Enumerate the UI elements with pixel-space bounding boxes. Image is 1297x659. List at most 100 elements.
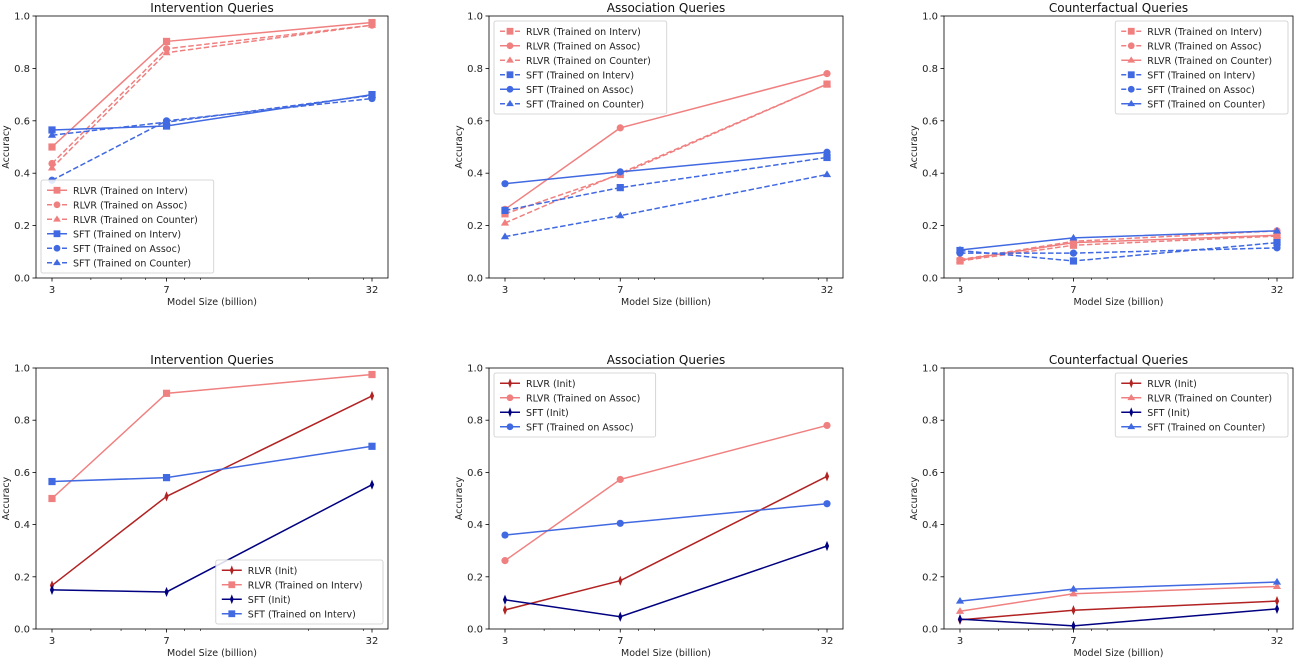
- axes-frame: [35, 367, 389, 630]
- data-point-square: [616, 184, 624, 192]
- subplot-1: Intervention Queries 0.0 0.2 0.4 0.6 0.8 1.0 3 7…: [1, 1, 389, 308]
- y-axis-label: Accuracy: [909, 476, 920, 520]
- y-tick-label: 0.2: [467, 221, 483, 232]
- data-point-circle: [1069, 249, 1078, 257]
- series-path: [959, 235, 1278, 262]
- legend-marker-square: [228, 581, 236, 589]
- x-tick-label: 7: [617, 285, 623, 296]
- y-tick-label: 0.8: [922, 64, 938, 75]
- series-path: [504, 151, 828, 185]
- axes-frame: [488, 367, 844, 630]
- legend-marker-diamond: [229, 594, 234, 605]
- legend-label: RLVR (Trained on Counter): [526, 56, 651, 67]
- data-point-triangle: [1272, 226, 1282, 234]
- legend-label: SFT (Trained on Assoc): [1147, 85, 1255, 96]
- legend-label: RLVR (Trained on Interv): [248, 580, 363, 591]
- data-point-square: [48, 143, 56, 151]
- data-point-square: [1069, 257, 1078, 265]
- data-point-circle: [823, 70, 831, 78]
- legend-marker-diamond: [1129, 378, 1134, 389]
- x-axis-label: Model Size (billion): [167, 297, 257, 308]
- data-point-diamond: [618, 611, 623, 622]
- y-tick-label: 0.4: [14, 169, 30, 180]
- legend-marker-triangle: [53, 215, 61, 222]
- x-axis-label: Model Size (billion): [1074, 648, 1164, 659]
- data-point-square: [1273, 239, 1281, 247]
- legend-entry: SFT (Trained on Counter): [47, 258, 191, 269]
- data-point-diamond: [824, 471, 830, 482]
- y-tick-label: 0.4: [467, 520, 483, 531]
- y-tick-label: 0.6: [14, 468, 30, 479]
- y-tick-label: 1.0: [922, 12, 938, 23]
- legend-label: SFT (Trained on Assoc): [526, 422, 634, 433]
- series-path: [51, 93, 373, 131]
- legend-entry: RLVR (Init): [1121, 378, 1197, 390]
- y-tick-label: 0.2: [922, 221, 938, 232]
- y-axis-label: Accuracy: [909, 125, 920, 169]
- x-tick-label: 32: [366, 285, 379, 296]
- y-tick-label: 0.6: [14, 116, 30, 127]
- legend-marker-square: [53, 230, 61, 238]
- legend-marker-diamond: [1129, 407, 1134, 418]
- data-point-triangle: [955, 596, 965, 604]
- legend-marker-square: [506, 27, 514, 35]
- legend-label: RLVR (Trained on Assoc): [526, 41, 640, 52]
- data-point-triangle: [1069, 233, 1078, 241]
- data-point-triangle: [1069, 589, 1078, 597]
- legend-label: SFT (Trained on Counter): [73, 258, 191, 269]
- data-point-circle: [616, 124, 624, 132]
- legend-marker-triangle: [1127, 393, 1136, 401]
- subplot-5: Association Queries 0.0 0.2 0.4 0.6 0.8 1.0 3 7 3…: [454, 353, 844, 659]
- y-tick-label: 0.8: [922, 416, 938, 427]
- series-line: [502, 471, 830, 616]
- y-tick-label: 1.0: [922, 364, 938, 375]
- x-tick-label: 32: [821, 285, 834, 296]
- data-point-triangle: [500, 218, 510, 226]
- axes-frame: [943, 15, 1294, 279]
- data-point-diamond: [1071, 605, 1076, 616]
- legend-entry: SFT (Trained on Interv): [500, 70, 634, 81]
- series-line: [955, 582, 1282, 614]
- y-tick-label: 0.2: [922, 572, 938, 583]
- legend-box: [40, 179, 215, 274]
- y-tick-label: 0.0: [467, 625, 483, 636]
- y-tick-label: 0.0: [467, 274, 483, 285]
- data-point-diamond: [618, 575, 623, 586]
- series-path: [959, 608, 1278, 627]
- series-line: [957, 603, 1280, 631]
- data-point-circle: [823, 421, 831, 430]
- x-tick-label: 7: [1070, 636, 1076, 647]
- series-path: [504, 173, 828, 238]
- legend-box: [215, 559, 384, 625]
- data-point-diamond: [164, 586, 169, 598]
- y-tick-label: 0.0: [922, 625, 938, 636]
- y-tick-label: 1.0: [14, 12, 30, 23]
- y-tick-label: 0.4: [922, 169, 938, 180]
- legend-marker-triangle: [53, 258, 61, 266]
- data-point-circle: [501, 557, 509, 565]
- series-line: [48, 21, 376, 168]
- x-tick-label: 7: [617, 636, 623, 647]
- y-tick-label: 0.8: [467, 416, 483, 427]
- y-tick-label: 0.4: [14, 520, 30, 531]
- y-tick-label: 0.2: [14, 572, 30, 583]
- y-tick-label: 0.8: [467, 64, 483, 75]
- y-tick-label: 0.0: [14, 625, 30, 636]
- series-line: [48, 18, 376, 151]
- subplot-2: Association Queries 0.0 0.2 0.4 0.6 0.8 1.0 3 7 3…: [454, 1, 844, 308]
- y-tick-label: 0.6: [467, 468, 483, 479]
- data-point-square: [1069, 241, 1078, 249]
- x-tick-label: 32: [821, 636, 834, 647]
- legend-entry: RLVR (Trained on Assoc): [500, 393, 640, 404]
- legend-entry: RLVR (Trained on Interv): [47, 186, 188, 197]
- data-point-triangle: [1272, 231, 1282, 238]
- legend-entry: RLVR (Trained on Counter): [1121, 393, 1272, 404]
- axes-frame: [35, 15, 389, 279]
- data-point-triangle: [47, 163, 57, 171]
- legend-entry: SFT (Trained on Assoc): [47, 244, 181, 255]
- legend-marker-square: [53, 186, 61, 194]
- data-point-triangle: [367, 21, 377, 28]
- legend-marker-triangle: [506, 99, 514, 107]
- legend-entry: SFT (Trained on Counter): [1121, 99, 1265, 110]
